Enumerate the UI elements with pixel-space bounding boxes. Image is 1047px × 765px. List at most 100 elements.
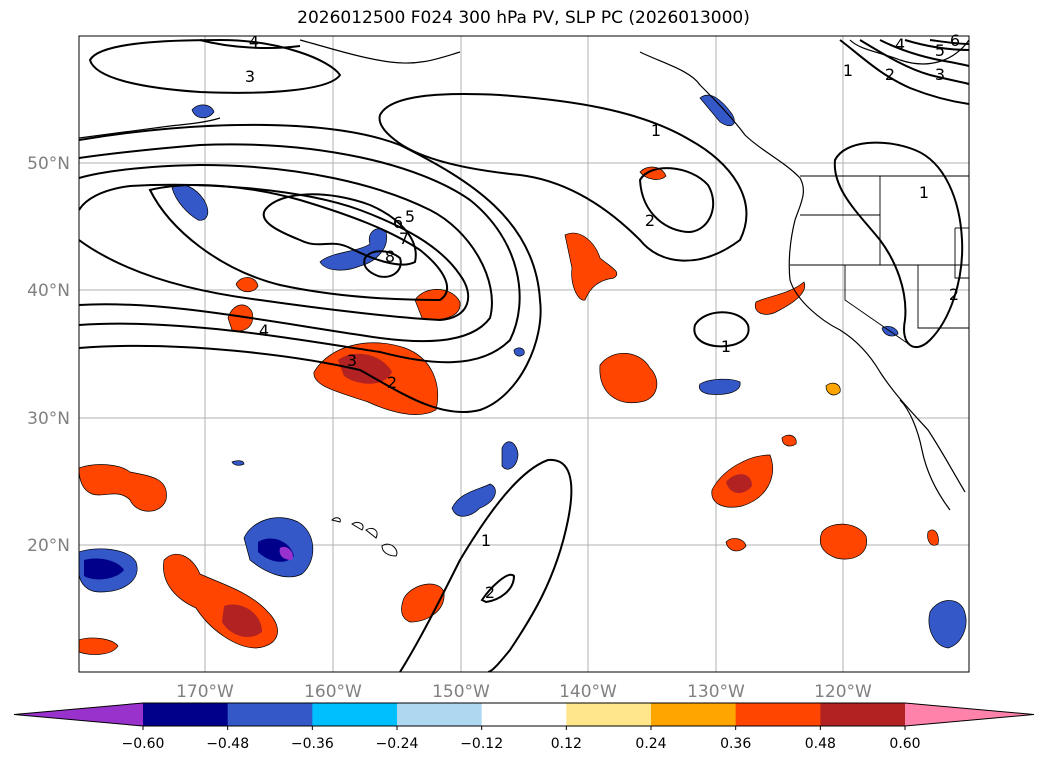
contour-line	[148, 184, 449, 302]
lat-label-30n: 30°N	[27, 409, 70, 429]
colorbar-tick-label: −0.60	[122, 736, 165, 752]
coastline	[639, 51, 966, 493]
pv-blob	[279, 546, 293, 560]
pv-blob	[231, 460, 245, 466]
contour-line	[399, 458, 573, 672]
contour-line	[79, 163, 493, 343]
pv-blob	[171, 184, 209, 221]
colorbar-tick-label: 0.60	[889, 736, 920, 752]
contour-label: 2	[885, 65, 895, 84]
pv-blob	[79, 464, 167, 512]
colorbar-bin	[566, 703, 652, 726]
colorbar-bin	[397, 703, 483, 726]
map-title: 2026012500 F024 300 hPa PV, SLP PC (2026…	[297, 8, 750, 28]
border	[917, 265, 969, 329]
contour-line	[378, 93, 748, 262]
contour-label: 5	[405, 207, 415, 226]
contour-line	[88, 38, 342, 94]
coastline	[299, 39, 461, 64]
colorbar-tick-label: −0.24	[376, 736, 419, 752]
contour-line	[480, 573, 516, 604]
pv-blob	[513, 347, 525, 357]
pv-blob	[235, 277, 259, 293]
island	[331, 517, 341, 523]
contour-label: 1	[843, 61, 853, 80]
contour-label: 4	[259, 321, 269, 340]
pv-blob	[927, 529, 939, 546]
contour-label: 6	[950, 31, 960, 50]
colorbar-bin	[481, 703, 567, 726]
colorbar-bin	[651, 703, 737, 726]
contour-line	[79, 183, 470, 322]
lon-label-140w: 140°W	[559, 682, 617, 702]
border	[800, 214, 969, 266]
lat-label-40n: 40°N	[27, 281, 70, 301]
island	[365, 527, 378, 539]
colorbar-bin	[312, 703, 398, 726]
contour-line	[262, 193, 417, 266]
colorbar: −0.60 −0.48 −0.36 −0.24 −0.12 0.12 0.24 0.36 0.4…	[13, 702, 1035, 752]
lon-label-160w: 160°W	[304, 682, 362, 702]
contour-line	[904, 39, 969, 51]
pv-blob	[451, 483, 496, 517]
colorbar-bin	[227, 703, 313, 726]
pv-blob	[501, 441, 519, 470]
contour-line	[693, 311, 750, 348]
lat-label-50n: 50°N	[27, 154, 70, 174]
longitude-labels: 170°W 160°W 150°W 140°W 130°W 120°W	[176, 682, 872, 702]
colorbar-extend-min	[14, 703, 143, 726]
pv-blob	[725, 538, 747, 552]
contour-label: 3	[935, 65, 945, 84]
pv-blob	[338, 353, 392, 384]
island	[351, 521, 364, 531]
border	[844, 265, 911, 346]
island	[381, 543, 398, 557]
colorbar-extend-max	[905, 703, 1034, 726]
pv-blob	[564, 232, 618, 301]
pv-blob	[726, 474, 752, 494]
colorbar-tick-label: −0.48	[206, 736, 249, 752]
coastline	[899, 399, 951, 511]
contour-label: 4	[895, 35, 905, 54]
colorbar-bin	[820, 703, 906, 726]
contour-line	[79, 123, 542, 414]
pv-blob	[928, 600, 967, 649]
colorbar-tick-label: 0.12	[551, 736, 582, 752]
lon-label-150w: 150°W	[432, 682, 490, 702]
pv-blob	[698, 378, 741, 395]
contour-label: 1	[721, 337, 731, 356]
pv-blob	[222, 604, 262, 637]
colorbar-tick-label: −0.12	[460, 736, 503, 752]
plot-frame	[78, 35, 970, 673]
hawaiian-islands	[331, 517, 398, 557]
contour-label: 5	[935, 41, 945, 60]
contour-label: 1	[919, 183, 929, 202]
contour-line	[363, 250, 402, 278]
coastlines	[79, 39, 969, 511]
contour-label: 8	[385, 247, 395, 266]
slp-contours	[79, 38, 969, 672]
contour-line	[859, 39, 969, 85]
pv-blob	[599, 352, 658, 404]
colorbar-tick-label: −0.36	[291, 736, 334, 752]
pv-negative-anomalies	[79, 94, 967, 649]
lat-label-20n: 20°N	[27, 536, 70, 556]
colorbar-bin	[735, 703, 821, 726]
contour-label: 1	[651, 121, 661, 140]
contour-label: 1	[481, 531, 491, 550]
pv-blob	[781, 434, 797, 447]
contour-label: 3	[245, 67, 255, 86]
colorbar-tick-label: 0.48	[805, 736, 836, 752]
contour-label: 2	[387, 373, 397, 392]
contour-label: 3	[347, 351, 357, 370]
contour-line	[79, 143, 521, 364]
latitude-labels: 50°N 40°N 30°N 20°N	[27, 154, 70, 556]
lon-label-130w: 130°W	[687, 682, 745, 702]
contour-line	[199, 39, 301, 49]
pv-blob	[825, 382, 841, 396]
contour-label: 7	[399, 229, 409, 248]
pv-blob	[191, 104, 215, 119]
contour-label: 2	[645, 211, 655, 230]
contour-line	[638, 167, 715, 234]
colorbar-tick-label: 0.36	[720, 736, 751, 752]
